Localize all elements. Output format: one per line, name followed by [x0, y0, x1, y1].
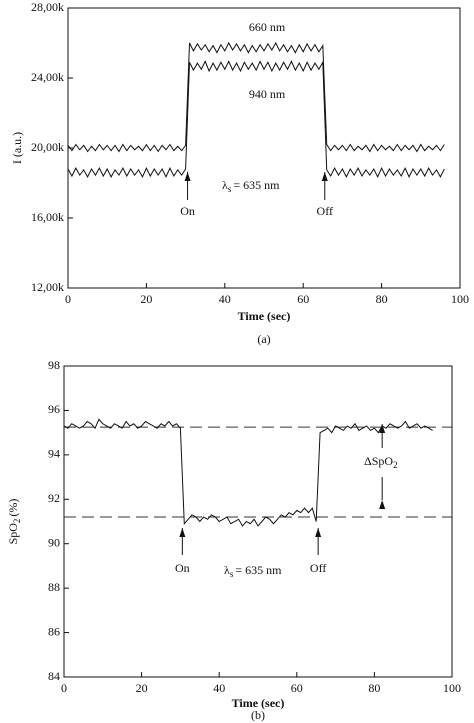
on-label: On [180, 204, 195, 218]
lambda-label-part: s [230, 569, 234, 579]
series-label: 940 nm [249, 87, 286, 101]
y-axis-label: I (a.u.) [10, 132, 24, 164]
x-tick-label: 20 [140, 292, 152, 306]
y-tick-label: 84 [48, 669, 60, 683]
arrow-head [315, 528, 322, 537]
off-label: Off [317, 204, 333, 218]
delta-label-part: 2 [393, 460, 398, 470]
x-tick-label: 100 [443, 681, 461, 695]
data-line [67, 60, 445, 179]
series-label: 660 nm [249, 20, 286, 34]
y-tick-label: 86 [48, 624, 60, 638]
x-tick-label: 80 [376, 292, 388, 306]
x-axis-label: Time (sec) [238, 309, 291, 323]
x-tick-label: 0 [65, 292, 71, 306]
arrow-head [379, 500, 386, 509]
y-axis-label-part: SpO [6, 523, 20, 545]
lambda-label-part: λ [224, 563, 230, 577]
x-tick-label: 80 [368, 681, 380, 695]
y-tick-label: 24,00k [31, 70, 64, 84]
lambda-label: λs = 635 nm [224, 563, 282, 579]
x-tick-label: 20 [136, 681, 148, 695]
data-line [63, 418, 433, 527]
arrow-head [321, 172, 328, 181]
y-tick-label: 94 [48, 447, 60, 461]
on-label: On [175, 561, 190, 575]
delta-label-part: ΔSpO [364, 454, 393, 468]
y-axis-label-part: (%) [6, 499, 20, 517]
caption: (a) [257, 332, 270, 346]
x-tick-label: 40 [213, 681, 225, 695]
plot-frame [63, 365, 453, 678]
delta-label: ΔSpO2 [364, 454, 398, 470]
arrow-head [184, 172, 191, 181]
lambda-label: λs = 635 nm [222, 178, 280, 194]
y-axis-label: SpO2 (%) [6, 499, 22, 545]
y-axis-label-part: 2 [12, 519, 22, 524]
y-tick-label: 96 [48, 402, 60, 416]
lambda-label-part: λ [222, 178, 228, 192]
y-tick-label: 28,00k [31, 0, 64, 14]
x-axis-label: Time (sec) [232, 696, 285, 710]
x-tick-label: 40 [219, 292, 231, 306]
y-tick-label: 98 [48, 358, 60, 372]
off-label: Off [310, 561, 326, 575]
lambda-label-part: = 635 nm [233, 178, 280, 192]
y-tick-label: 20,00k [31, 140, 64, 154]
arrow-head [379, 424, 386, 433]
lambda-label-part: s [228, 184, 232, 194]
x-tick-label: 60 [291, 681, 303, 695]
lambda-label-part: = 635 nm [235, 563, 282, 577]
y-tick-label: 16,00k [31, 210, 64, 224]
x-tick-label: 0 [61, 681, 67, 695]
caption: (b) [251, 708, 265, 722]
x-tick-label: 100 [451, 292, 469, 306]
y-tick-label: 88 [48, 580, 60, 594]
y-tick-label: 12,00k [31, 280, 64, 294]
y-tick-label: 90 [48, 535, 60, 549]
arrow-head [179, 528, 186, 537]
y-tick-label: 92 [48, 491, 60, 505]
x-tick-label: 60 [297, 292, 309, 306]
data-line [67, 41, 445, 153]
